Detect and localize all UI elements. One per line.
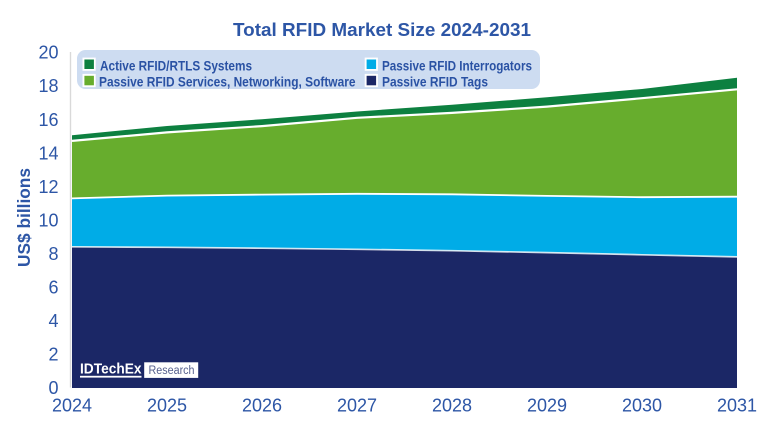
svg-text:2030: 2030 (622, 396, 662, 416)
svg-text:14: 14 (38, 143, 58, 163)
svg-text:8: 8 (48, 244, 58, 264)
svg-text:2: 2 (48, 345, 58, 365)
svg-text:Passive RFID Tags: Passive RFID Tags (382, 74, 488, 90)
svg-text:6: 6 (48, 278, 58, 298)
svg-text:2024: 2024 (52, 396, 92, 416)
svg-text:18: 18 (38, 76, 58, 96)
svg-text:2026: 2026 (242, 396, 282, 416)
svg-text:IDTechEx: IDTechEx (80, 361, 142, 377)
svg-text:2031: 2031 (717, 396, 757, 416)
svg-text:2025: 2025 (147, 396, 187, 416)
svg-text:0: 0 (48, 378, 58, 398)
svg-text:12: 12 (38, 177, 58, 197)
svg-text:Active RFID/RTLS Systems: Active RFID/RTLS Systems (100, 58, 252, 74)
svg-text:2028: 2028 (432, 396, 472, 416)
svg-text:Passive RFID Interrogators: Passive RFID Interrogators (382, 58, 532, 74)
svg-text:Research: Research (149, 365, 195, 377)
svg-text:US$ billions: US$ billions (14, 168, 34, 267)
svg-text:2027: 2027 (337, 396, 377, 416)
svg-text:16: 16 (38, 110, 58, 130)
svg-text:20: 20 (38, 43, 58, 63)
svg-text:Total RFID Market Size 2024-20: Total RFID Market Size 2024-2031 (233, 19, 531, 40)
svg-text:4: 4 (48, 311, 58, 331)
svg-text:Passive RFID Services, Network: Passive RFID Services, Networking, Softw… (99, 74, 356, 90)
svg-text:10: 10 (38, 210, 58, 230)
svg-text:2029: 2029 (527, 396, 567, 416)
